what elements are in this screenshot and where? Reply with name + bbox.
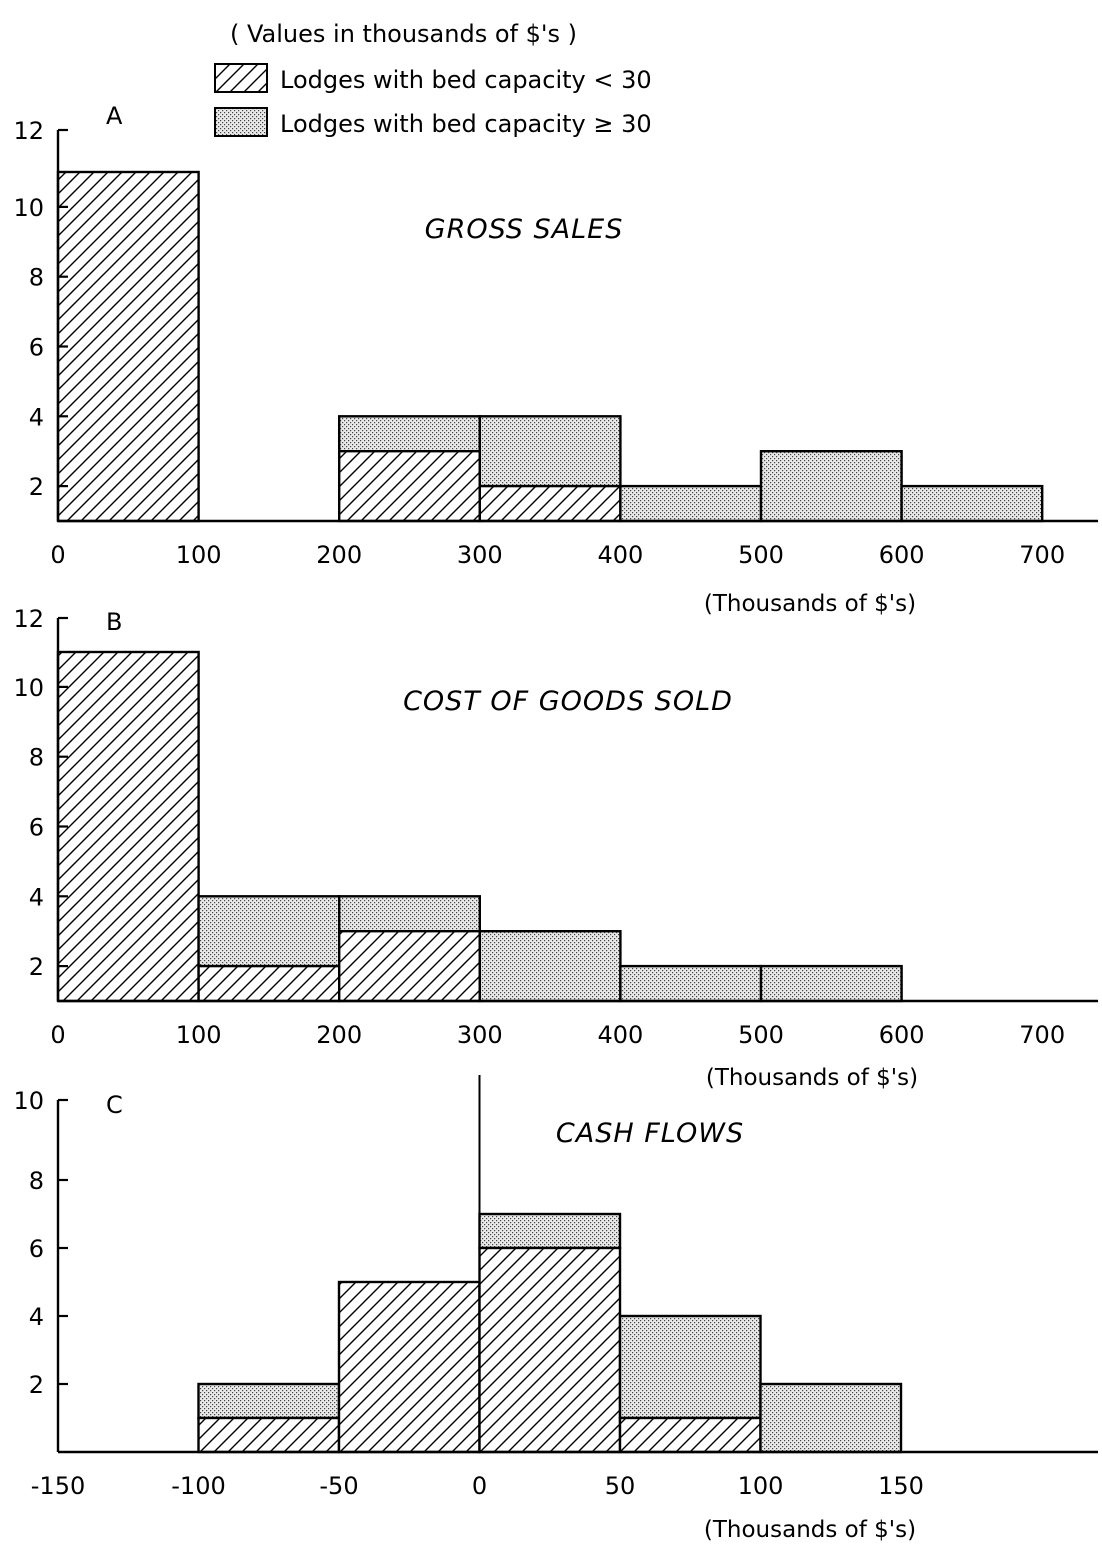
panel-a-axes: 2 4 6 8 10 12 0 100 200 300 400 500 600 700 [13, 117, 1098, 569]
panel-a-title: GROSS SALES [425, 214, 624, 245]
panel-a-bar-ge30-4 [759, 450, 903, 523]
legend: ( Values in thousands of $'s ) Lodges wi… [214, 20, 652, 138]
panel-c-bar-ge30-0 [197, 1382, 341, 1420]
panel-b-x-tick-label-400: 400 [597, 1021, 643, 1049]
panel-a-x-tick-label-0: 0 [50, 541, 65, 569]
panel-a-bars [56, 170, 1044, 523]
panel-b-letter: B [106, 608, 122, 636]
panel-c-bar-lt30-2 [478, 1246, 622, 1454]
panel-b-x-tick-label-700: 700 [1019, 1021, 1065, 1049]
panel-a-bar-lt30-0 [56, 170, 200, 523]
panel-a-y-tick-label-8: 8 [29, 264, 44, 292]
panel-b-y-tick-label-10: 10 [13, 674, 44, 702]
panel-b-x-tick-label-0: 0 [50, 1021, 65, 1049]
legend-label-ge30: Lodges with bed capacity ≥ 30 [280, 110, 652, 138]
panel-a-y-tick-label-6: 6 [29, 334, 44, 362]
panel-c-x-tick-label-0: 0 [472, 1472, 487, 1500]
panel-c-bar-ge30-3 [618, 1314, 762, 1420]
legend-note: ( Values in thousands of $'s ) [230, 20, 577, 48]
panel-c-x-tick-label-50: 50 [605, 1472, 636, 1500]
panel-c-x-tick-label-100: 100 [738, 1472, 784, 1500]
panel-a-x-tick-label-600: 600 [879, 541, 925, 569]
panel-c-y-tick-label-8: 8 [29, 1167, 44, 1195]
panel-c-axes: 2 4 6 8 10 -150 -100 -50 0 50 100 150 [13, 1075, 1098, 1500]
panel-a-y-tick-label-4: 4 [29, 403, 44, 431]
panel-c-xlabel: (Thousands of $'s) [704, 1517, 916, 1543]
panel-b-bar-ge30-2 [338, 895, 482, 933]
panel-a-letter: A [106, 102, 123, 130]
panel-b-x-tick-label-200: 200 [316, 1021, 362, 1049]
panel-a-x-tick-label-500: 500 [738, 541, 784, 569]
panel-c-bar-lt30-0 [197, 1416, 341, 1454]
panel-b-bar-ge30-3 [478, 930, 622, 1003]
panel-a-bar-ge30-2 [478, 415, 622, 488]
panel-a-x-tick-label-300: 300 [457, 541, 503, 569]
panel-b-x-tick-label-300: 300 [457, 1021, 503, 1049]
panel-c-y-tick-label-6: 6 [29, 1235, 44, 1263]
panel-b-cost-of-goods-sold: 2 4 6 8 10 12 0 100 200 300 400 500 600 700 B COST OF… [13, 605, 1098, 1091]
panel-b-y-tick-label-2: 2 [29, 953, 44, 981]
panel-b-bars [56, 650, 903, 1003]
panel-a-x-tick-label-100: 100 [176, 541, 222, 569]
panel-b-x-tick-label-100: 100 [176, 1021, 222, 1049]
panel-c-y-tick-label-2: 2 [29, 1371, 44, 1399]
legend-swatch-hatch [214, 63, 268, 93]
panel-c-x-tick-label--100: -100 [171, 1472, 225, 1500]
legend-label-lt30: Lodges with bed capacity < 30 [280, 66, 652, 94]
panel-c-bar-ge30-2 [478, 1212, 622, 1250]
panel-a-bar-lt30-1 [338, 450, 482, 523]
panel-b-bar-lt30-0 [56, 650, 200, 1003]
panel-a-x-tick-label-700: 700 [1019, 541, 1065, 569]
panel-a-x-tick-label-400: 400 [597, 541, 643, 569]
panel-c-x-tick-label--150: -150 [31, 1472, 85, 1500]
panel-a-x-tick-label-200: 200 [316, 541, 362, 569]
panel-b-y-tick-label-6: 6 [29, 814, 44, 842]
panel-b-bar-lt30-1 [197, 964, 341, 1003]
panel-a-y-tick-label-10: 10 [13, 194, 44, 222]
panel-b-y-tick-label-4: 4 [29, 883, 44, 911]
panel-a-bar-lt30-2 [478, 484, 622, 523]
panel-a-bar-ge30-5 [900, 484, 1044, 523]
panel-c-title: CASH FLOWS [556, 1118, 744, 1149]
panel-b-bar-ge30-1 [197, 895, 341, 968]
panel-c-x-tick-label-150: 150 [878, 1472, 924, 1500]
panel-b-title: COST OF GOODS SOLD [403, 686, 733, 717]
panel-c-y-tick-label-10: 10 [13, 1087, 44, 1115]
panel-b-bar-lt30-2 [338, 930, 482, 1003]
panel-a-bar-ge30-1 [338, 415, 482, 453]
panel-c-y-tick-label-4: 4 [29, 1303, 44, 1331]
panel-b-bar-ge30-5 [759, 964, 903, 1003]
panel-c-bar-lt30-1 [337, 1280, 481, 1454]
panel-b-y-tick-label-8: 8 [29, 744, 44, 772]
panel-b-axes: 2 4 6 8 10 12 0 100 200 300 400 500 600 700 [13, 605, 1098, 1049]
panel-a-y-tick-label-12: 12 [13, 117, 44, 145]
panel-a-y-tick-label-2: 2 [29, 473, 44, 501]
panel-a-bar-ge30-3 [619, 484, 763, 523]
panel-b-x-tick-label-500: 500 [738, 1021, 784, 1049]
panel-b-bar-ge30-4 [619, 964, 763, 1003]
legend-swatch-dots [214, 107, 268, 137]
panel-b-y-tick-label-12: 12 [13, 605, 44, 633]
panel-a-xlabel: (Thousands of $'s) [704, 591, 916, 617]
panel-a-gross-sales: 2 4 6 8 10 12 0 100 200 300 400 500 600 700 A GROSS S… [13, 102, 1098, 617]
panel-c-letter: C [106, 1091, 123, 1119]
panel-b-x-tick-label-600: 600 [879, 1021, 925, 1049]
panel-c-x-tick-label--50: -50 [319, 1472, 358, 1500]
panel-b-xlabel: (Thousands of $'s) [706, 1065, 918, 1091]
panel-c-bar-lt30-3 [618, 1416, 762, 1454]
panel-c-bars [197, 1212, 903, 1454]
panel-c-bar-ge30-4 [759, 1382, 903, 1454]
